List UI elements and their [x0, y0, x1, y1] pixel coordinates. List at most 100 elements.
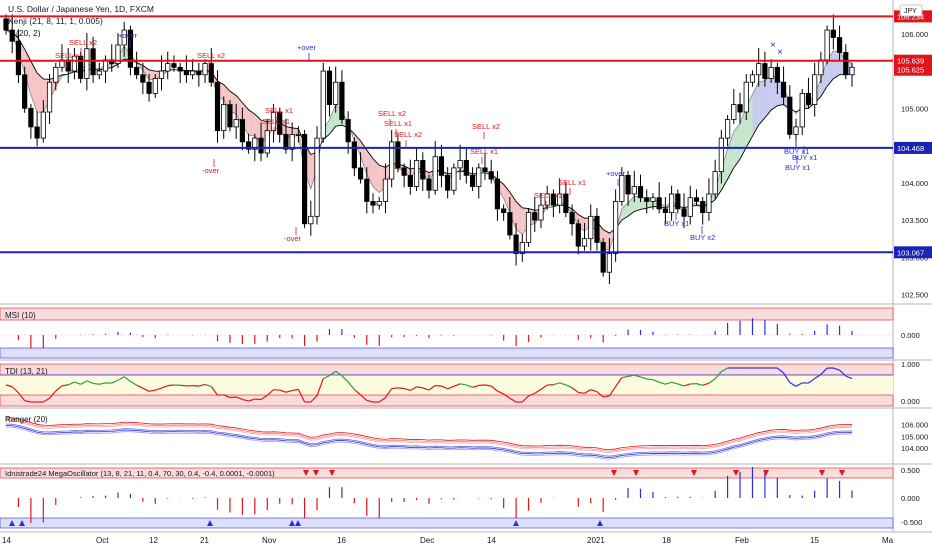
mega-up-arrow-icon — [9, 520, 15, 526]
tdi-line — [285, 389, 293, 393]
tdi-line — [161, 385, 168, 389]
cloud-segment — [752, 81, 759, 137]
candle-body — [333, 81, 339, 105]
candle-body — [84, 48, 90, 79]
candle-body — [718, 137, 724, 173]
candle-body — [426, 178, 432, 191]
signal-label: +over — [606, 169, 625, 178]
candle-body — [836, 37, 843, 53]
candle-body — [239, 119, 245, 143]
time-tick: Nov — [262, 536, 276, 545]
signal-label: SELL x1 — [384, 119, 412, 128]
tdi-line — [279, 389, 287, 393]
candle-body — [214, 81, 221, 132]
tdi-line — [61, 384, 69, 387]
tdi-line — [322, 375, 330, 380]
candle-body — [53, 66, 59, 83]
candle-body — [588, 215, 594, 240]
candle-body — [532, 212, 538, 221]
candle-body — [34, 126, 40, 139]
tdi-line — [534, 388, 542, 394]
candle-body — [501, 208, 507, 213]
signal-label: SELL x1 — [470, 147, 498, 156]
time-tick: 2021 — [587, 536, 605, 545]
candle-body — [488, 171, 494, 180]
cloud-segment — [634, 196, 641, 212]
tdi-line — [621, 375, 629, 379]
tdi-line — [596, 391, 604, 398]
tdi-line — [403, 387, 411, 391]
candle-body — [314, 137, 320, 217]
candle-body — [594, 215, 600, 243]
candle-body — [295, 133, 301, 136]
cloud-segment — [727, 131, 734, 180]
candle-body — [196, 70, 202, 76]
candle-body — [563, 193, 569, 214]
tdi-line — [677, 383, 685, 387]
tdi-line — [783, 372, 791, 383]
mega-title: Idnistrade24 MegaOscillator (13, 8, 21, … — [5, 469, 275, 478]
candle-body — [451, 167, 457, 191]
tdi-line — [472, 384, 479, 388]
mega-zone — [0, 467, 894, 479]
candle-body — [656, 197, 662, 210]
tdi-line — [521, 395, 529, 403]
candle-body — [115, 44, 121, 64]
time-tick: 14 — [487, 536, 496, 545]
candle-body — [351, 141, 357, 169]
mega-tick: 0.500 — [901, 466, 920, 475]
tdi-line — [714, 371, 722, 380]
candle-body — [675, 193, 681, 210]
candle-body — [146, 81, 152, 94]
candle-body — [165, 63, 171, 72]
tdi-line — [67, 381, 75, 386]
tdi-line — [260, 394, 268, 401]
level-label-bg — [894, 54, 932, 67]
candle-body — [202, 63, 208, 76]
candle-body — [127, 29, 134, 68]
ranger-tick: 106.000 — [901, 421, 928, 430]
mega-tick: 0.000 — [901, 494, 920, 503]
tdi-line — [845, 375, 853, 380]
mega-up-arrow-icon — [19, 520, 25, 526]
mega-up-arrow-icon — [289, 520, 295, 526]
tdi-line — [833, 367, 840, 371]
cloud-segment — [771, 75, 778, 111]
tdi-line — [808, 378, 816, 384]
candle-body — [780, 81, 787, 98]
candle-body — [46, 81, 53, 113]
candle-body — [613, 201, 619, 254]
tdi-line — [584, 389, 592, 394]
msi-zone — [0, 307, 894, 321]
candle-body — [357, 167, 364, 180]
tdi-line — [571, 387, 579, 393]
cloud-segment — [30, 61, 38, 113]
candle-body — [600, 241, 606, 273]
candle-body — [557, 193, 563, 206]
candle-body — [544, 193, 550, 206]
candle-body — [569, 212, 575, 225]
price-tick: 105.000 — [901, 104, 928, 113]
candle-body — [289, 133, 295, 150]
tdi-line — [578, 391, 585, 394]
candle-body — [606, 253, 612, 273]
candle-body — [476, 167, 482, 187]
mega-down-arrow-icon — [303, 470, 309, 476]
candle-body — [793, 126, 799, 135]
tdi-line — [335, 370, 343, 377]
tdi-zone — [0, 375, 893, 395]
tdi-line — [553, 382, 560, 386]
tdi-line — [428, 385, 436, 391]
candle-body — [712, 171, 718, 195]
candle-body — [9, 29, 15, 42]
tdi-line — [608, 386, 617, 397]
cloud-segment — [621, 202, 629, 221]
tdi-line — [210, 386, 218, 396]
tdi-line — [266, 389, 274, 396]
candle-body — [687, 197, 693, 217]
candle-body — [413, 160, 420, 187]
time-tick: 15 — [810, 536, 819, 545]
time-tick: Dec — [420, 536, 434, 545]
signal-label: SELL x1 — [262, 117, 290, 126]
